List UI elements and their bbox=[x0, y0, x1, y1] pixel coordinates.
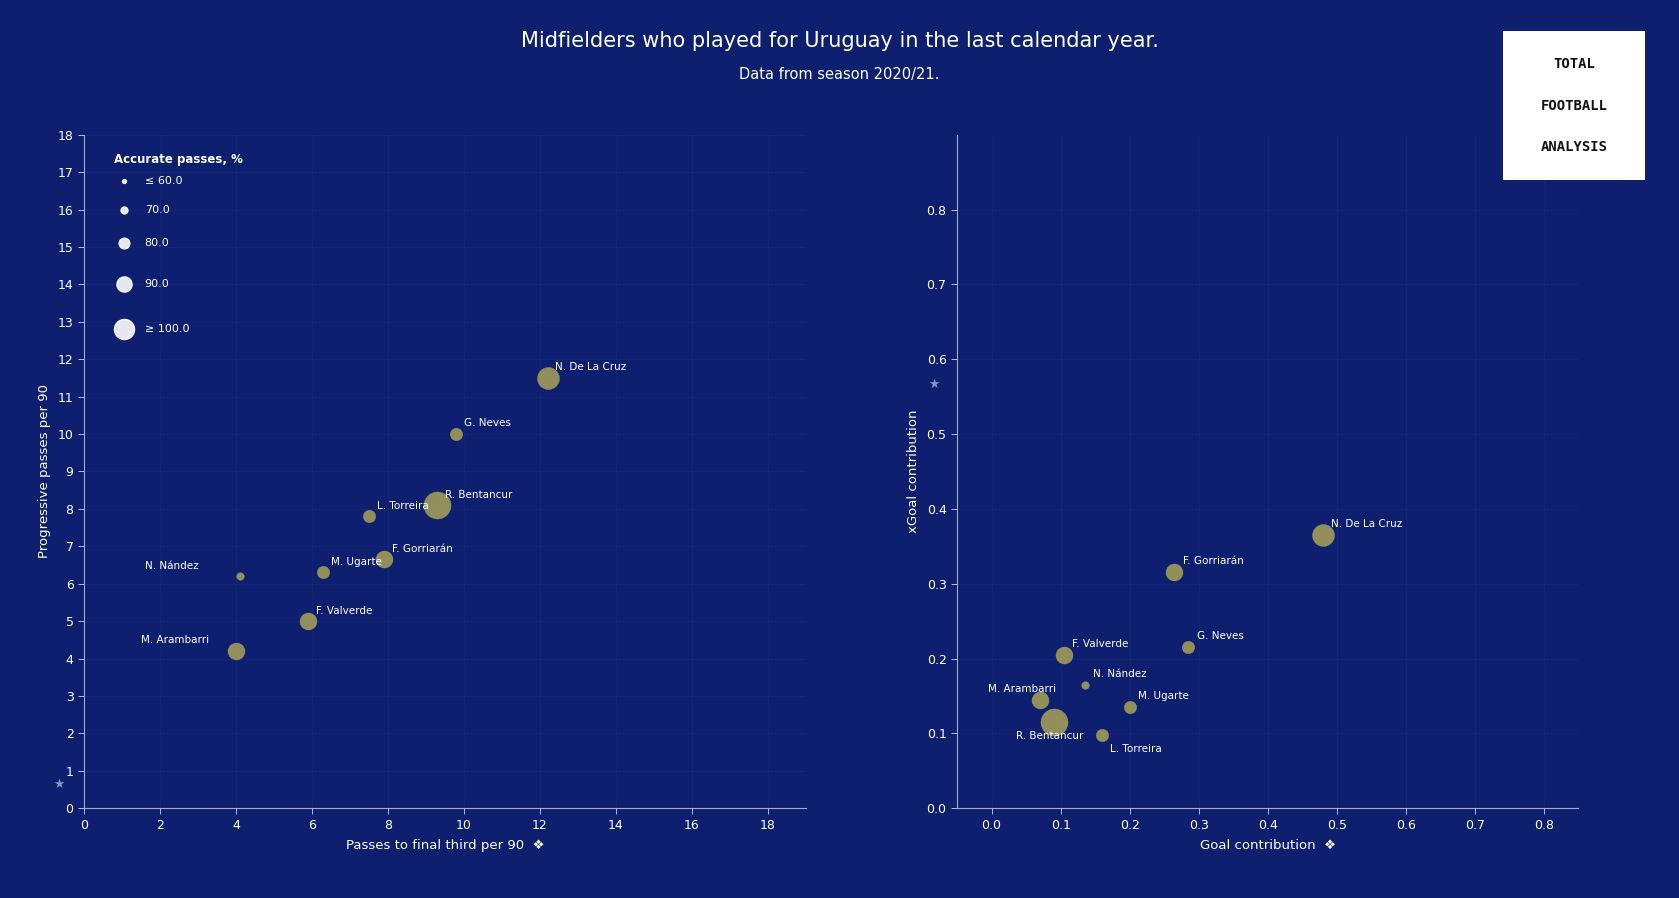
Point bbox=[356, 509, 383, 524]
Text: ★: ★ bbox=[928, 378, 939, 391]
Point bbox=[1071, 677, 1098, 691]
Point bbox=[111, 202, 138, 216]
Text: N. De La Cruz: N. De La Cruz bbox=[1331, 519, 1402, 529]
Point bbox=[371, 552, 398, 567]
Point bbox=[423, 497, 450, 512]
Text: 90.0: 90.0 bbox=[144, 279, 170, 289]
Point bbox=[296, 614, 322, 629]
Text: Accurate passes, %: Accurate passes, % bbox=[114, 154, 243, 166]
Point bbox=[223, 644, 250, 658]
Text: F. Valverde: F. Valverde bbox=[316, 605, 373, 615]
Text: TOTAL: TOTAL bbox=[1553, 57, 1595, 71]
Point bbox=[1162, 566, 1189, 580]
Text: FOOTBALL: FOOTBALL bbox=[1541, 99, 1607, 112]
Text: ≤ 60.0: ≤ 60.0 bbox=[144, 177, 183, 187]
Point bbox=[1041, 715, 1068, 729]
Point bbox=[1310, 528, 1336, 542]
Text: R. Bentancur: R. Bentancur bbox=[1016, 731, 1083, 741]
Text: N. Nández: N. Nández bbox=[1093, 669, 1147, 679]
Point bbox=[1088, 727, 1115, 742]
Text: ANALYSIS: ANALYSIS bbox=[1541, 140, 1607, 154]
Text: Data from season 2020/21.: Data from season 2020/21. bbox=[739, 67, 940, 83]
Text: 80.0: 80.0 bbox=[144, 238, 170, 248]
Text: F. Valverde: F. Valverde bbox=[1073, 638, 1128, 648]
Point bbox=[111, 174, 138, 189]
Text: F. Gorriarán: F. Gorriarán bbox=[1182, 557, 1244, 567]
Point bbox=[311, 566, 337, 580]
Text: F. Gorriarán: F. Gorriarán bbox=[391, 544, 452, 554]
Text: R. Bentancur: R. Bentancur bbox=[445, 489, 512, 499]
Text: N. Nández: N. Nández bbox=[144, 560, 198, 570]
Text: 70.0: 70.0 bbox=[144, 205, 170, 215]
Text: Midfielders who played for Uruguay in the last calendar year.: Midfielders who played for Uruguay in th… bbox=[520, 31, 1159, 51]
X-axis label: Passes to final third per 90  ❖: Passes to final third per 90 ❖ bbox=[346, 839, 544, 851]
Text: G. Neves: G. Neves bbox=[1197, 631, 1244, 641]
Text: ★: ★ bbox=[54, 778, 64, 791]
Point bbox=[1026, 692, 1053, 707]
Point bbox=[1175, 640, 1202, 655]
Text: M. Ugarte: M. Ugarte bbox=[1138, 691, 1189, 701]
Text: M. Arambarri: M. Arambarri bbox=[987, 683, 1056, 693]
Point bbox=[111, 322, 138, 337]
Text: L. Torreira: L. Torreira bbox=[1110, 744, 1162, 753]
Point bbox=[1117, 700, 1143, 715]
X-axis label: Goal contribution  ❖: Goal contribution ❖ bbox=[1199, 839, 1336, 851]
Point bbox=[443, 427, 470, 441]
Text: M. Ugarte: M. Ugarte bbox=[331, 557, 381, 567]
Y-axis label: Progressive passes per 90: Progressive passes per 90 bbox=[37, 384, 50, 559]
Text: N. De La Cruz: N. De La Cruz bbox=[556, 362, 626, 373]
Text: L. Torreira: L. Torreira bbox=[376, 501, 428, 511]
Point bbox=[1051, 647, 1078, 662]
Point bbox=[111, 236, 138, 251]
Text: ≥ 100.0: ≥ 100.0 bbox=[144, 324, 190, 334]
Point bbox=[227, 569, 254, 584]
Text: M. Arambarri: M. Arambarri bbox=[141, 636, 210, 646]
Point bbox=[534, 371, 561, 385]
Y-axis label: xGoal contribution: xGoal contribution bbox=[907, 409, 920, 533]
Point bbox=[111, 277, 138, 292]
Text: G. Neves: G. Neves bbox=[463, 418, 510, 428]
